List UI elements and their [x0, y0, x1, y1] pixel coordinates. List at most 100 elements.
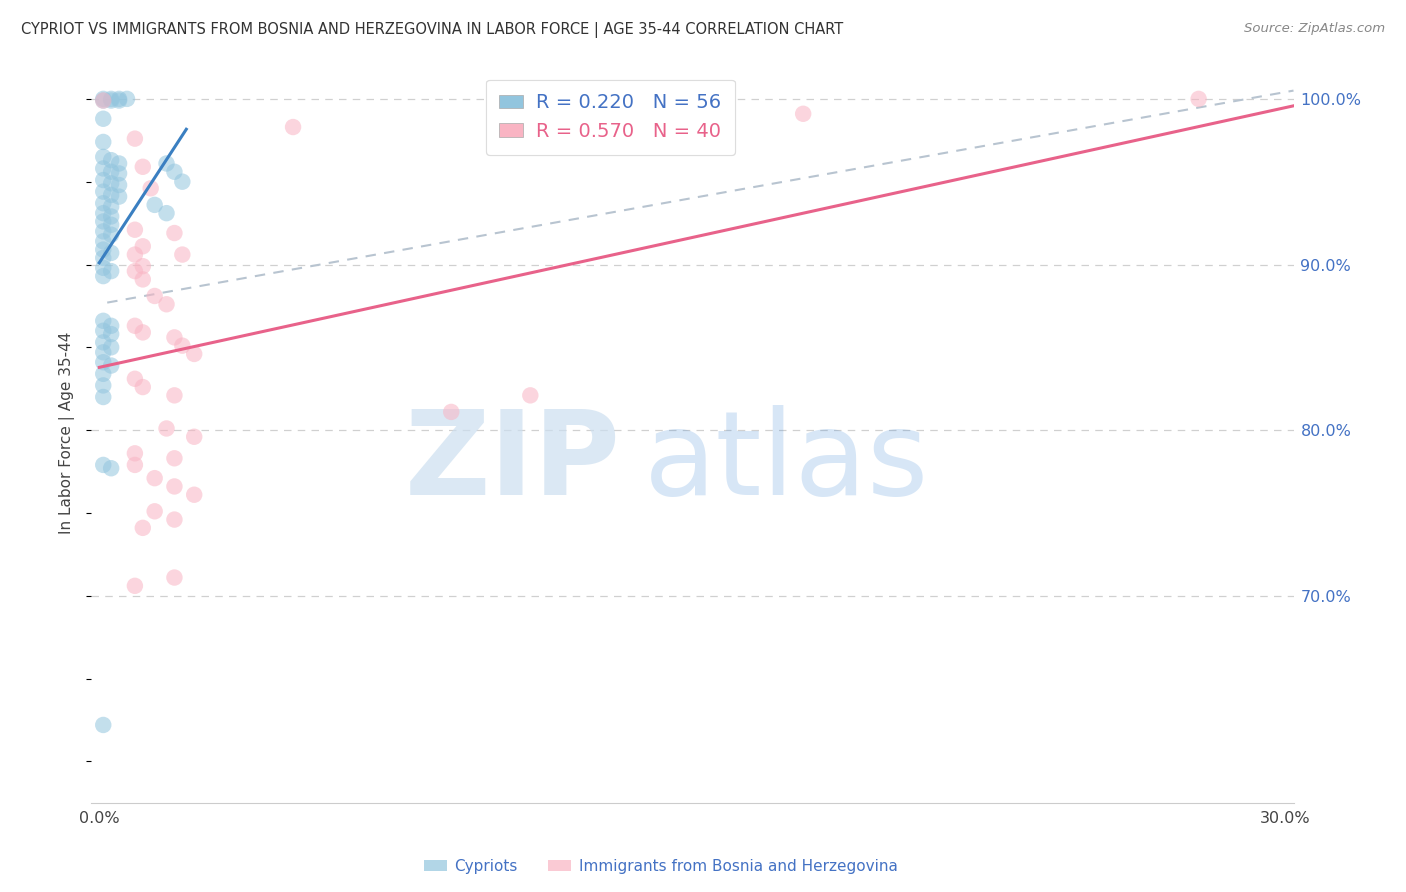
Point	[100, 153, 122, 168]
Point	[91, 173, 114, 187]
Point	[132, 239, 155, 253]
Point	[132, 272, 155, 286]
Point	[91, 390, 114, 404]
Point	[91, 458, 114, 472]
Point	[100, 177, 122, 191]
Point	[100, 264, 122, 278]
Point	[172, 339, 194, 353]
Point	[281, 120, 304, 134]
Point	[124, 446, 146, 460]
Point	[91, 185, 114, 199]
Point	[108, 94, 131, 108]
Point	[132, 160, 155, 174]
Point	[183, 430, 205, 444]
Point	[100, 246, 122, 260]
Point	[139, 181, 162, 195]
Point	[91, 150, 114, 164]
Point	[792, 107, 814, 121]
Point	[163, 388, 186, 402]
Point	[163, 570, 186, 584]
Point	[183, 488, 205, 502]
Point	[124, 247, 146, 261]
Point	[100, 227, 122, 242]
Point	[143, 289, 166, 303]
Point	[91, 269, 114, 284]
Point	[124, 223, 146, 237]
Point	[115, 92, 138, 106]
Point	[163, 330, 186, 344]
Point	[91, 243, 114, 257]
Point	[163, 165, 186, 179]
Text: atlas: atlas	[644, 405, 929, 520]
Point	[100, 165, 122, 179]
Point	[124, 372, 146, 386]
Point	[100, 188, 122, 202]
Point	[143, 471, 166, 485]
Point	[1187, 92, 1209, 106]
Point	[91, 196, 114, 211]
Point	[100, 210, 122, 224]
Point	[100, 359, 122, 373]
Point	[172, 247, 194, 261]
Point	[91, 161, 114, 176]
Text: CYPRIOT VS IMMIGRANTS FROM BOSNIA AND HERZEGOVINA IN LABOR FORCE | AGE 35-44 COR: CYPRIOT VS IMMIGRANTS FROM BOSNIA AND HE…	[21, 22, 844, 38]
Point	[91, 235, 114, 249]
Point	[100, 200, 122, 214]
Point	[143, 504, 166, 518]
Point	[440, 405, 463, 419]
Point	[100, 340, 122, 354]
Point	[108, 156, 131, 170]
Point	[91, 718, 114, 732]
Point	[124, 318, 146, 333]
Point	[100, 461, 122, 475]
Point	[100, 218, 122, 232]
Point	[124, 579, 146, 593]
Point	[91, 224, 114, 238]
Point	[108, 166, 131, 180]
Point	[155, 206, 177, 220]
Point	[124, 264, 146, 278]
Point	[519, 388, 541, 402]
Point	[100, 92, 122, 106]
Point	[132, 259, 155, 273]
Point	[91, 355, 114, 369]
Point	[143, 198, 166, 212]
Point	[108, 92, 131, 106]
Point	[91, 214, 114, 228]
Point	[91, 367, 114, 381]
Point	[163, 479, 186, 493]
Point	[91, 345, 114, 359]
Point	[132, 521, 155, 535]
Point	[91, 94, 114, 108]
Point	[155, 421, 177, 435]
Point	[155, 297, 177, 311]
Legend: Cypriots, Immigrants from Bosnia and Herzegovina: Cypriots, Immigrants from Bosnia and Her…	[418, 853, 904, 880]
Point	[100, 327, 122, 342]
Point	[91, 260, 114, 275]
Point	[91, 206, 114, 220]
Point	[91, 112, 114, 126]
Text: ZIP: ZIP	[405, 405, 620, 520]
Point	[172, 175, 194, 189]
Point	[91, 324, 114, 338]
Point	[183, 347, 205, 361]
Y-axis label: In Labor Force | Age 35-44: In Labor Force | Age 35-44	[59, 332, 76, 533]
Point	[124, 458, 146, 472]
Point	[155, 156, 177, 170]
Point	[163, 451, 186, 466]
Point	[100, 94, 122, 108]
Legend: R = 0.220   N = 56, R = 0.570   N = 40: R = 0.220 N = 56, R = 0.570 N = 40	[486, 79, 735, 154]
Point	[108, 178, 131, 192]
Point	[91, 251, 114, 265]
Point	[163, 226, 186, 240]
Point	[132, 380, 155, 394]
Point	[91, 314, 114, 328]
Point	[163, 512, 186, 526]
Point	[91, 94, 114, 108]
Point	[124, 131, 146, 145]
Point	[91, 92, 114, 106]
Point	[108, 189, 131, 203]
Point	[91, 335, 114, 350]
Point	[100, 318, 122, 333]
Point	[132, 326, 155, 340]
